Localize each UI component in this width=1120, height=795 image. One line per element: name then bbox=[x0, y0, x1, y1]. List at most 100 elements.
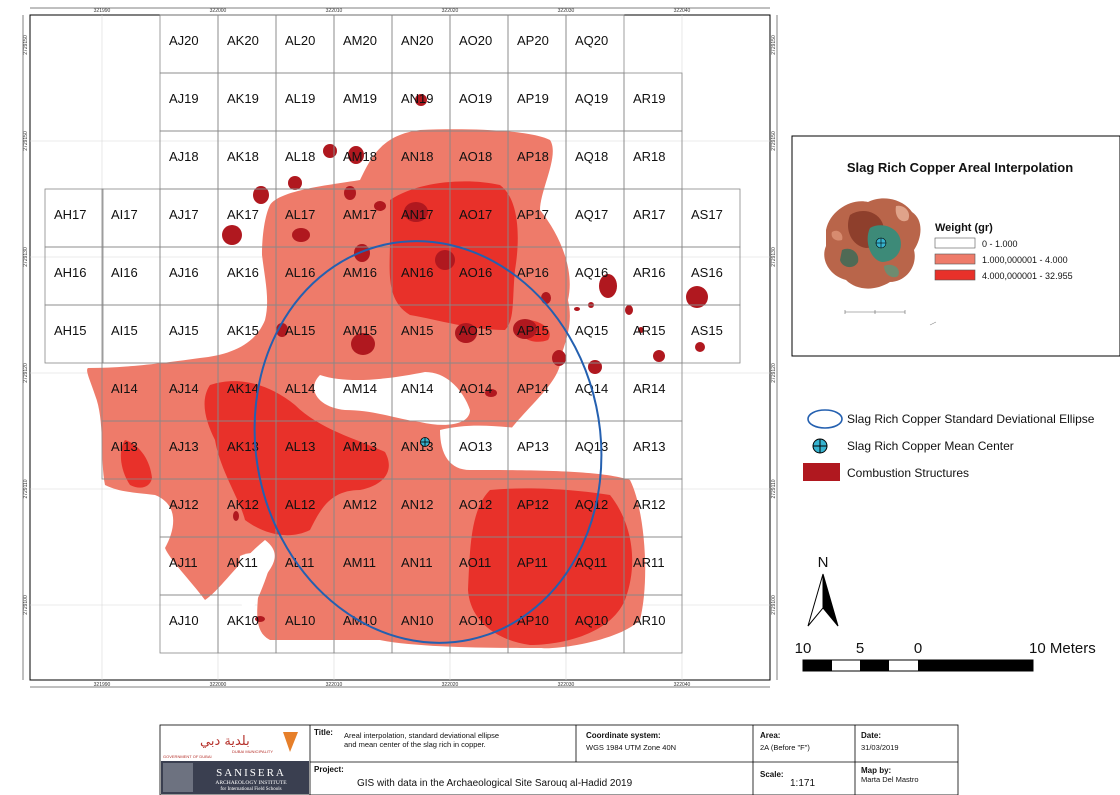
map-by-label: Map by: bbox=[861, 766, 891, 775]
grid-cell-label: AL20 bbox=[285, 33, 315, 48]
project-label: Project: bbox=[314, 765, 344, 774]
scale-label: 5 bbox=[856, 640, 864, 657]
grid-cell-label: AM19 bbox=[343, 91, 377, 106]
scale-label: 0 bbox=[914, 640, 922, 657]
grid-cell-label: AP15 bbox=[517, 323, 549, 338]
legend-title: Slag Rich Copper Areal Interpolation bbox=[847, 160, 1073, 175]
grid-cell-label: AL17 bbox=[285, 207, 315, 222]
legend-subtitle: Weight (gr) bbox=[935, 222, 993, 234]
grid-cell-label: AI13 bbox=[111, 439, 138, 454]
grid-cell-label: AJ13 bbox=[169, 439, 199, 454]
symbol-legend: Slag Rich Copper Standard Deviational El… bbox=[803, 409, 1095, 481]
y-tick-right: 2729100 bbox=[771, 595, 777, 615]
grid-cell-label: AP19 bbox=[517, 91, 549, 106]
grid-cell-label: AP17 bbox=[517, 207, 549, 222]
grid-cell-label: AL11 bbox=[285, 555, 314, 570]
grid-cell-label: AN15 bbox=[401, 323, 434, 338]
grid-cell-label: AN12 bbox=[401, 497, 434, 512]
x-coordinate-labels: 321990 322000 322010 322020 322030 32204… bbox=[94, 8, 691, 688]
grid-cell-label: AN16 bbox=[401, 265, 434, 280]
grid-cell-label: AJ17 bbox=[169, 207, 199, 222]
y-tick-left: 2729110 bbox=[23, 479, 29, 498]
y-tick-left: 2729120 bbox=[23, 363, 29, 383]
grid-cell-label: AQ19 bbox=[575, 91, 608, 106]
grid-cell-label: AI15 bbox=[111, 323, 138, 338]
grid-cell-label: AJ18 bbox=[169, 149, 199, 164]
grid-cell-label: AJ11 bbox=[169, 555, 198, 570]
grid-cell-label: AN10 bbox=[401, 613, 434, 628]
grid-cell-label: AO20 bbox=[459, 33, 492, 48]
grid-cell-label: AP10 bbox=[517, 613, 549, 628]
grid-cell-label: AR17 bbox=[633, 207, 666, 222]
mean-center-legend-label: Slag Rich Copper Mean Center bbox=[847, 439, 1014, 453]
grid-cell-label: AL15 bbox=[285, 323, 315, 338]
grid-cell-label: AK12 bbox=[227, 497, 259, 512]
scale-bar: 10 5 0 10 Meters bbox=[795, 640, 1096, 672]
grid-cell-label: AH16 bbox=[54, 265, 87, 280]
y-tick-right: 2729130 bbox=[771, 247, 777, 267]
grid-cell-label: AJ20 bbox=[169, 33, 199, 48]
grid-cell-label: AQ18 bbox=[575, 149, 608, 164]
x-tick-bottom: 322040 bbox=[674, 682, 691, 688]
svg-text:GOVERNMENT OF DUBAI: GOVERNMENT OF DUBAI bbox=[163, 754, 212, 759]
grid-cell-label: AM20 bbox=[343, 33, 377, 48]
grid-cell-label: AO13 bbox=[459, 439, 492, 454]
grid-cell-label: AR16 bbox=[633, 265, 666, 280]
ellipse-legend-label: Slag Rich Copper Standard Deviational El… bbox=[847, 412, 1095, 426]
y-tick-left: 2729150 bbox=[23, 35, 29, 55]
legend-swatch-mid bbox=[934, 253, 976, 265]
grid-cell-label: AL19 bbox=[285, 91, 315, 106]
scale-ratio-value: 1:171 bbox=[790, 778, 815, 789]
grid-cell-label: AN17 bbox=[401, 207, 434, 222]
date-value: 31/03/2019 bbox=[861, 743, 899, 752]
excavation-grid: AJ20 AK20 AL20 AM20 AN20 AO20 AP20 AQ20 AJ19 AK19… bbox=[44, 14, 741, 654]
grid-cell-label: AM11 bbox=[343, 555, 376, 570]
grid-cell-label: AK19 bbox=[227, 91, 259, 106]
scale-label: 10 Meters bbox=[1029, 640, 1096, 657]
grid-cell-label: AP20 bbox=[517, 33, 549, 48]
x-tick-bottom: 322000 bbox=[210, 682, 227, 688]
legend-swatch-low bbox=[934, 237, 976, 249]
legend-box: Slag Rich Copper Areal Interpolation Wei… bbox=[791, 135, 1120, 357]
grid-cell-label: AO19 bbox=[459, 91, 492, 106]
grid-cell-label: AM16 bbox=[343, 265, 377, 280]
legend-class-label: 4.000,000001 - 32.955 bbox=[982, 271, 1073, 281]
grid-cell-label: AL12 bbox=[285, 497, 315, 512]
grid-cell-label: AR11 bbox=[633, 555, 665, 570]
x-tick-top: 321990 bbox=[94, 8, 111, 14]
grid-cell-label: AK13 bbox=[227, 439, 259, 454]
grid-cell-label: AI17 bbox=[111, 207, 138, 222]
x-tick-bottom: 322020 bbox=[442, 682, 459, 688]
grid-cell bbox=[44, 304, 104, 364]
grid-cell-label: AP12 bbox=[517, 497, 549, 512]
grid-cell-label: AN18 bbox=[401, 149, 434, 164]
grid-cell-label: AR15 bbox=[633, 323, 666, 338]
north-label: N bbox=[818, 554, 829, 571]
grid-cell-label: AS15 bbox=[691, 323, 723, 338]
x-tick-top: 322010 bbox=[326, 8, 343, 14]
coord-system-label: Coordinate system: bbox=[586, 731, 661, 740]
grid-cell-label: AQ13 bbox=[575, 439, 608, 454]
scale-ratio-label: Scale: bbox=[760, 770, 784, 779]
svg-text:ARCHAEOLOGY INSTITUTE: ARCHAEOLOGY INSTITUTE bbox=[215, 780, 287, 786]
svg-text:for International Field School: for International Field Schools bbox=[220, 787, 281, 792]
date-label: Date: bbox=[861, 731, 881, 740]
slag-specimen-photo bbox=[824, 198, 937, 326]
title-line: and mean center of the slag rich in copp… bbox=[344, 740, 486, 749]
legend-class-label: 1.000,000001 - 4.000 bbox=[982, 255, 1068, 265]
y-tick-right: 2729120 bbox=[771, 363, 777, 383]
grid-cell-label: AO10 bbox=[459, 613, 492, 628]
grid-cell-label: AL16 bbox=[285, 265, 315, 280]
x-tick-bottom: 321990 bbox=[94, 682, 111, 688]
grid-cell-label: AO14 bbox=[459, 381, 492, 396]
grid-cell-label: AN19 bbox=[401, 91, 434, 106]
dubai-municipality-logo: بلدية دبي DUBAI MUNICIPALITY GOVERNMENT … bbox=[161, 726, 309, 760]
map-by-value: Marta Del Mastro bbox=[861, 775, 919, 784]
grid-cell-label: AR10 bbox=[633, 613, 666, 628]
title-block: بلدية دبي DUBAI MUNICIPALITY GOVERNMENT … bbox=[159, 724, 959, 795]
grid-cell-label: AJ19 bbox=[169, 91, 199, 106]
mean-center-legend-icon bbox=[812, 438, 828, 454]
grid-cell-label: AK10 bbox=[227, 613, 259, 628]
grid-cell-label: AM17 bbox=[343, 207, 377, 222]
